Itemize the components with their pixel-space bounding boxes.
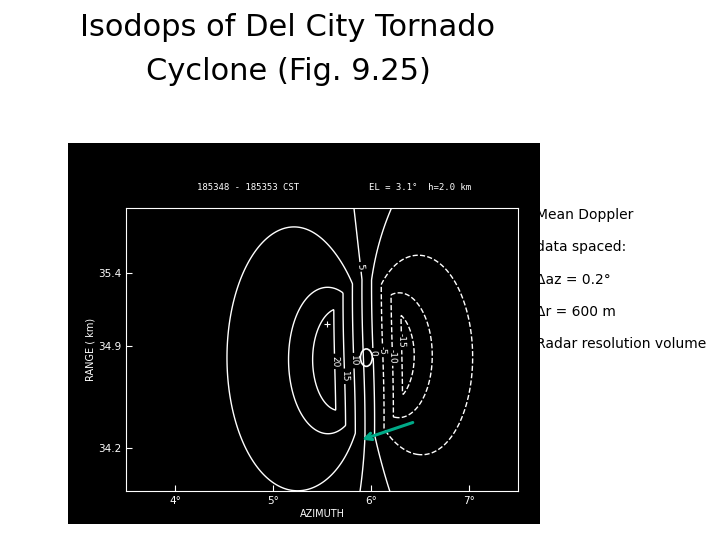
Text: Isodops of Del City Tornado: Isodops of Del City Tornado — [81, 14, 495, 43]
Text: Radar resolution volume: Radar resolution volume — [536, 338, 706, 352]
Text: Cyclone (Fig. 9.25): Cyclone (Fig. 9.25) — [145, 57, 431, 86]
Text: -10: -10 — [388, 349, 397, 364]
Text: -15: -15 — [397, 333, 406, 348]
Y-axis label: RANGE ( km): RANGE ( km) — [85, 318, 95, 381]
Text: Δr = 600 m: Δr = 600 m — [536, 305, 616, 319]
Text: 5: 5 — [356, 264, 365, 270]
X-axis label: AZIMUTH: AZIMUTH — [300, 509, 345, 519]
Text: 15: 15 — [340, 370, 349, 382]
Text: Δaz = 0.2°: Δaz = 0.2° — [536, 273, 611, 287]
Text: 185348 - 185353 CST: 185348 - 185353 CST — [197, 183, 299, 192]
Text: Mean Doppler: Mean Doppler — [536, 208, 634, 222]
Text: 10: 10 — [349, 355, 359, 367]
Text: 20: 20 — [330, 355, 339, 367]
Text: 0: 0 — [369, 350, 377, 356]
Text: -5: -5 — [378, 346, 387, 355]
Text: data spaced:: data spaced: — [536, 240, 626, 254]
Text: EL = 3.1°  h=2.0 km: EL = 3.1° h=2.0 km — [369, 183, 472, 192]
